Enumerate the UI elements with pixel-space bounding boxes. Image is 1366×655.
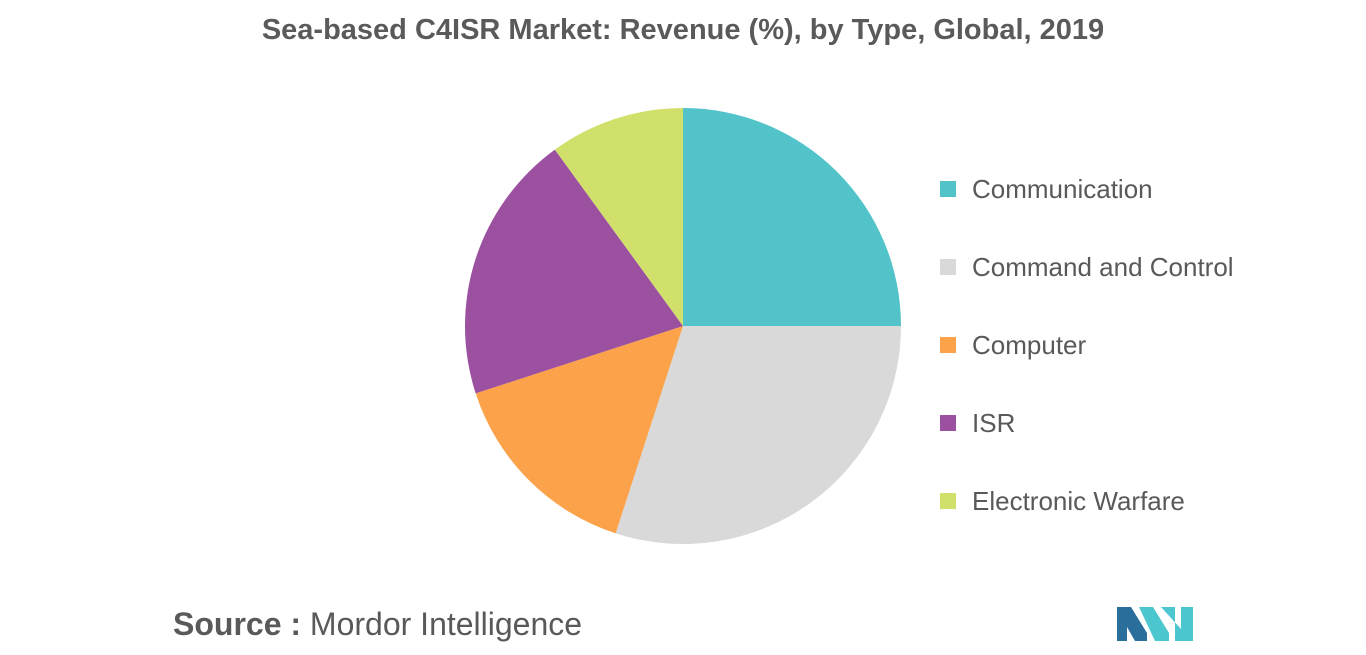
legend-item: Computer xyxy=(940,306,1234,384)
legend-item: ISR xyxy=(940,384,1234,462)
legend-item: Communication xyxy=(940,150,1234,228)
legend-swatch xyxy=(940,181,956,197)
legend-label: Computer xyxy=(972,329,1087,360)
pie-slice-computer xyxy=(475,326,683,534)
legend-swatch xyxy=(940,337,956,353)
logo-shape-left xyxy=(1117,607,1147,641)
legend-swatch xyxy=(940,259,956,275)
pie-slice-electronic-warfare xyxy=(554,107,683,326)
mordor-intelligence-logo-icon xyxy=(1117,607,1193,641)
pie-slice-isr xyxy=(464,149,683,394)
legend-label: Electronic Warfare xyxy=(972,485,1185,516)
source-label: Source : xyxy=(173,606,302,642)
logo-shape-mid xyxy=(1139,607,1169,641)
legend-label: Communication xyxy=(972,173,1153,204)
legend-item: Electronic Warfare xyxy=(940,462,1234,540)
source-note: Source : Mordor Intelligence xyxy=(173,606,582,643)
pie-slice-communication xyxy=(683,108,901,326)
pie-chart xyxy=(464,107,901,545)
legend-item: Command and Control xyxy=(940,228,1234,306)
chart-legend: Communication Command and Control Computer… xyxy=(940,150,1234,540)
source-text: Mordor Intelligence xyxy=(309,606,583,642)
legend-swatch xyxy=(940,493,956,509)
legend-label: Command and Control xyxy=(972,251,1234,282)
legend-label: ISR xyxy=(972,407,1016,438)
legend-swatch xyxy=(940,415,956,431)
chart-title: Sea-based C4ISR Market: Revenue (%), by … xyxy=(261,14,1105,46)
pie-slice-command-and-control xyxy=(615,326,901,545)
logo-shape-right xyxy=(1161,607,1193,641)
